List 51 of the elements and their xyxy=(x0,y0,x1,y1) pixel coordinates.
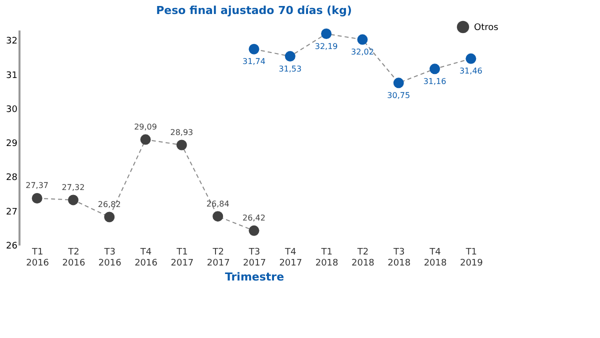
data-label: 26,84 xyxy=(206,199,230,208)
data-label: 27,32 xyxy=(62,182,85,192)
data-label: 26,42 xyxy=(242,214,266,223)
x-tick-label: T1 2016 xyxy=(26,248,50,268)
y-tick-label: 27 xyxy=(6,207,18,218)
data-label: 32,19 xyxy=(314,42,338,51)
point xyxy=(104,212,115,222)
point xyxy=(248,44,260,54)
x-tick-label: T1 2017 xyxy=(170,248,194,268)
x-tick-label: T4 2018 xyxy=(424,248,447,268)
data-label: 32,02 xyxy=(351,48,374,57)
x-tick-label: T2 2018 xyxy=(352,248,375,268)
x-tick-label: T4 2016 xyxy=(134,248,158,268)
x-axis-title: Trimestre xyxy=(224,270,284,284)
legend-label: Otros xyxy=(474,23,499,33)
point xyxy=(32,193,42,204)
point xyxy=(321,28,332,39)
x-tick-label: T3 2018 xyxy=(388,248,411,268)
chart-title: Peso final ajustado 70 días (kg) xyxy=(156,4,352,17)
y-tick-label: 32 xyxy=(6,36,18,47)
point xyxy=(466,53,476,64)
data-label: 31,16 xyxy=(423,76,446,86)
data-label: 29,09 xyxy=(134,122,157,132)
x-tick-label: T3 2016 xyxy=(98,248,122,268)
x-tick-label: T1 2018 xyxy=(315,248,339,268)
point xyxy=(357,34,368,45)
point xyxy=(140,134,151,145)
data-label: 27,37 xyxy=(26,181,49,190)
y-tick-label: 28 xyxy=(6,173,18,184)
data-label: 30,75 xyxy=(387,90,410,100)
y-tick-label: 31 xyxy=(6,70,18,81)
point xyxy=(176,140,187,150)
y-tick-label: 30 xyxy=(6,104,18,115)
point xyxy=(248,225,260,236)
data-label: 31,74 xyxy=(242,57,266,66)
y-tick-label: 26 xyxy=(6,242,18,252)
point xyxy=(430,64,440,74)
point xyxy=(393,78,404,88)
point xyxy=(212,211,224,222)
data-label: 28,93 xyxy=(170,128,194,138)
data-label: 26,82 xyxy=(98,200,121,210)
data-label: 31,46 xyxy=(459,66,482,76)
x-tick-label: T2 2017 xyxy=(206,248,230,268)
data-label: 31,53 xyxy=(278,64,302,74)
x-tick-label: T1 2019 xyxy=(460,248,484,268)
x-tick-label: T2 2016 xyxy=(62,248,86,268)
x-tick-label: T3 2017 xyxy=(243,248,266,268)
point xyxy=(284,51,296,62)
y-tick-label: 29 xyxy=(6,139,18,150)
x-tick-label: T4 2017 xyxy=(279,248,302,268)
point xyxy=(68,194,78,206)
